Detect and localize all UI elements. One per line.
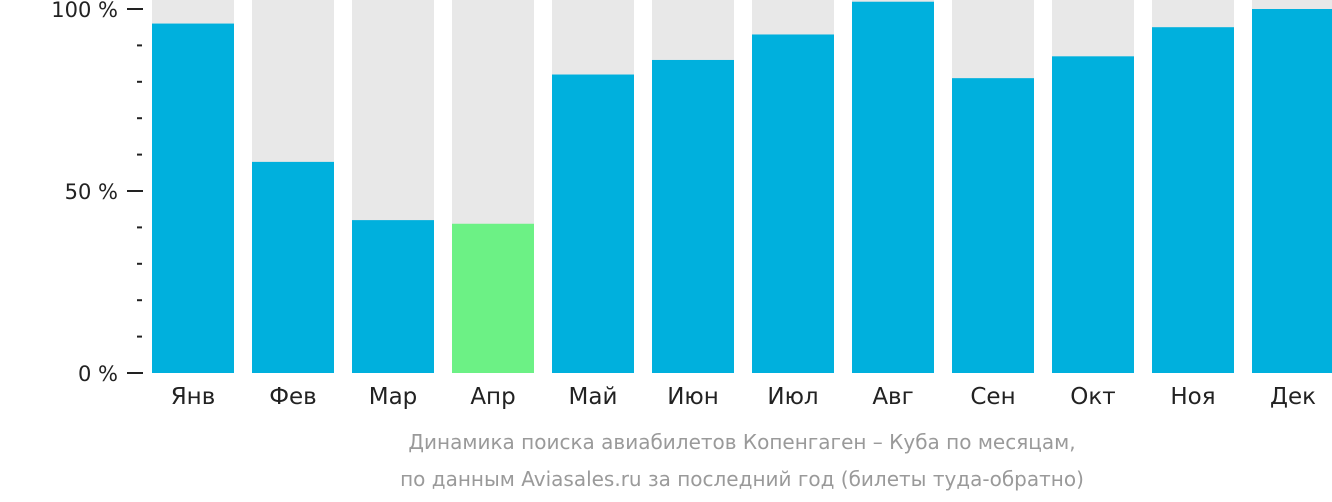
- y-tick-label: 50 %: [65, 180, 118, 204]
- bar-8[interactable]: [852, 1, 934, 373]
- bar-chart: 0 % 50 % 100 % Янв Фев Мар Апр Май Июн Июл Авг Сен…: [51, 0, 1332, 410]
- bar-3[interactable]: [352, 220, 434, 373]
- x-tick-label: Фев: [269, 384, 317, 410]
- bar-10[interactable]: [1052, 56, 1134, 373]
- bar-2[interactable]: [252, 161, 334, 373]
- x-tick-label: Май: [569, 384, 618, 410]
- bar-4[interactable]: [452, 223, 534, 373]
- bar-5[interactable]: [552, 74, 634, 374]
- x-axis: Янв Фев Мар Апр Май Июн Июл Авг Сен Окт Ноя Дек: [171, 384, 1316, 410]
- x-tick-label: Сен: [970, 384, 1015, 410]
- y-tick-label: 0 %: [78, 362, 118, 386]
- bar-12[interactable]: [1252, 9, 1332, 373]
- x-tick-label: Окт: [1070, 384, 1115, 410]
- bar-7[interactable]: [752, 34, 834, 373]
- x-tick-label: Авг: [872, 384, 913, 410]
- y-axis: 0 % 50 % 100 %: [51, 0, 143, 386]
- chart-caption-line-1: Динамика поиска авиабилетов Копенгаген –…: [408, 430, 1076, 454]
- y-tick-label: 100 %: [51, 0, 118, 22]
- bar-6[interactable]: [652, 59, 734, 374]
- x-tick-label: Ноя: [1170, 384, 1215, 410]
- x-tick-label: Апр: [470, 384, 515, 410]
- x-tick-label: Июн: [667, 384, 719, 410]
- x-tick-label: Мар: [369, 384, 418, 410]
- bar-9[interactable]: [952, 78, 1034, 373]
- bar-11[interactable]: [1152, 27, 1234, 373]
- bar-1[interactable]: [152, 23, 234, 374]
- x-tick-label: Янв: [171, 384, 216, 410]
- chart-caption-line-2: по данным Aviasales.ru за последний год …: [400, 467, 1084, 491]
- x-tick-label: Июл: [767, 384, 818, 410]
- x-tick-label: Дек: [1270, 384, 1316, 410]
- data-bars: [152, 1, 1332, 374]
